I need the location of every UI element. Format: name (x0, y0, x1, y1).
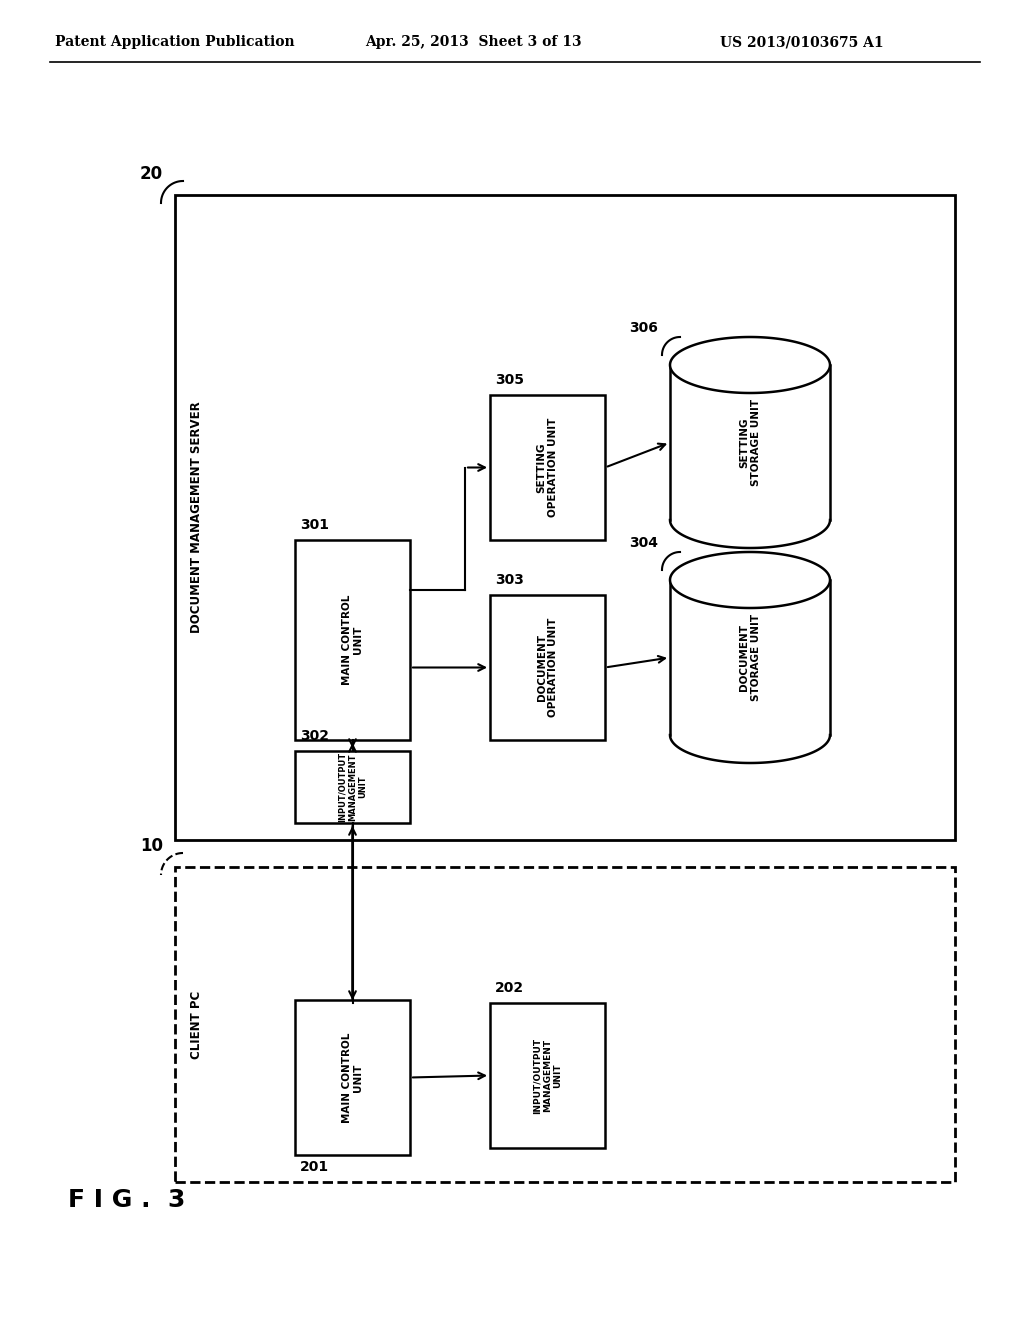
Text: F I G .  3: F I G . 3 (68, 1188, 185, 1212)
Text: DOCUMENT MANAGEMENT SERVER: DOCUMENT MANAGEMENT SERVER (190, 401, 204, 634)
Bar (175, 867, 955, 1181)
Text: DOCUMENT
OPERATION UNIT: DOCUMENT OPERATION UNIT (537, 618, 558, 717)
Polygon shape (670, 337, 830, 393)
Text: DOCUMENT
STORAGE UNIT: DOCUMENT STORAGE UNIT (739, 614, 761, 701)
Bar (295, 1001, 410, 1155)
Bar (490, 595, 605, 741)
Polygon shape (670, 579, 830, 735)
Text: 306: 306 (629, 321, 658, 335)
Text: US 2013/0103675 A1: US 2013/0103675 A1 (720, 36, 884, 49)
Bar (490, 395, 605, 540)
Text: 202: 202 (495, 981, 524, 995)
Text: 201: 201 (300, 1160, 329, 1173)
Text: SETTING
OPERATION UNIT: SETTING OPERATION UNIT (537, 418, 558, 517)
Polygon shape (670, 366, 830, 520)
Text: 10: 10 (140, 837, 163, 855)
Text: 304: 304 (629, 536, 658, 550)
Text: SETTING
STORAGE UNIT: SETTING STORAGE UNIT (739, 399, 761, 486)
Text: 302: 302 (300, 729, 329, 743)
Text: 303: 303 (495, 573, 524, 587)
Bar (295, 540, 410, 741)
Text: CLIENT PC: CLIENT PC (190, 990, 204, 1059)
Text: 305: 305 (495, 374, 524, 387)
Text: INPUT/OUTPUT
MANAGEMENT
UNIT: INPUT/OUTPUT MANAGEMENT UNIT (532, 1038, 562, 1114)
Polygon shape (670, 552, 830, 609)
Text: INPUT/OUTPUT
MANAGEMENT
UNIT: INPUT/OUTPUT MANAGEMENT UNIT (338, 752, 368, 822)
Text: 20: 20 (140, 165, 163, 183)
Text: Patent Application Publication: Patent Application Publication (55, 36, 295, 49)
Text: 301: 301 (300, 517, 329, 532)
Bar (490, 1003, 605, 1148)
Text: MAIN CONTROL
UNIT: MAIN CONTROL UNIT (342, 595, 364, 685)
Bar (175, 195, 955, 840)
Bar (295, 751, 410, 822)
Text: Apr. 25, 2013  Sheet 3 of 13: Apr. 25, 2013 Sheet 3 of 13 (365, 36, 582, 49)
Text: MAIN CONTROL
UNIT: MAIN CONTROL UNIT (342, 1032, 364, 1123)
